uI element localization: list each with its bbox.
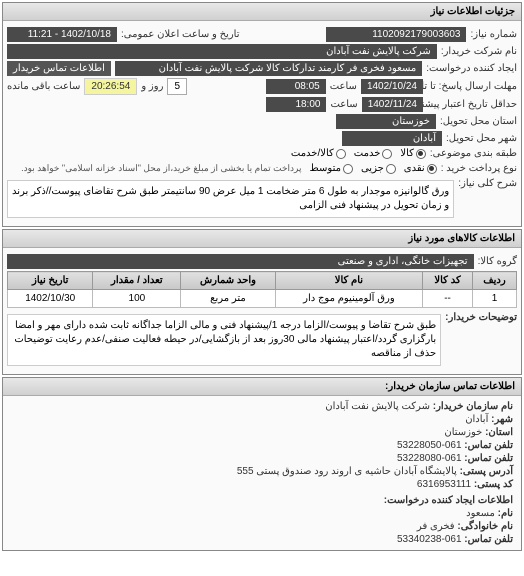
pkg-both-radio[interactable]: کالا/خدمت xyxy=(291,148,346,159)
col-date: تاریخ نیاز xyxy=(8,272,93,290)
pkg-goods-radio[interactable]: کالا xyxy=(400,148,426,159)
name-value: مسعود xyxy=(466,508,495,519)
goods-table: ردیف کد کالا نام کالا واحد شمارش تعداد /… xyxy=(7,271,517,308)
days-remain-field: 5 xyxy=(167,78,187,95)
need-details-panel: جزئیات اطلاعات نیاز شماره نیاز: 11020921… xyxy=(2,2,522,227)
col-row: ردیف xyxy=(472,272,516,290)
request-no-label: شماره نیاز: xyxy=(470,29,517,40)
ctel-value: 061-53340238 xyxy=(397,534,462,545)
validity-time-field: 18:00 xyxy=(266,97,326,112)
col-unit: واحد شمارش xyxy=(181,272,275,290)
province-field: خوزستان xyxy=(336,114,436,129)
goods-info-panel: اطلاعات کالاهای مورد نیاز گروه کالا: تجه… xyxy=(2,229,522,375)
cell-unit: متر مربع xyxy=(181,290,275,308)
keyword-label: شرح کلی نیاز: xyxy=(458,178,517,189)
col-code: کد کالا xyxy=(423,272,473,290)
days-label: روز و xyxy=(141,81,163,92)
pay-part-radio[interactable]: جزیی xyxy=(361,163,396,174)
pay-cash-radio[interactable]: نقدی xyxy=(404,163,437,174)
pay-note: پرداخت تمام یا بخشی از مبلغ خرید،از محل … xyxy=(17,161,305,176)
pay-mid-radio[interactable]: متوسط xyxy=(310,163,353,174)
tel-label: تلفن تماس: xyxy=(464,440,513,451)
table-header-row: ردیف کد کالا نام کالا واحد شمارش تعداد /… xyxy=(8,272,517,290)
city3-label: شهر: xyxy=(491,414,513,425)
city-label: شهر محل تحویل: xyxy=(446,133,517,144)
postcode-value: 6316953111 xyxy=(417,479,471,490)
remain-label: ساعت باقی مانده xyxy=(7,81,80,92)
remain-time-field: 20:26:54 xyxy=(84,78,137,95)
ctel-label: تلفن تماس: xyxy=(464,534,513,545)
city-field: آبادان xyxy=(342,131,442,146)
pkg-service-radio[interactable]: خدمت xyxy=(354,148,393,159)
col-name: نام کالا xyxy=(275,272,422,290)
addr-label: آدرس پستی: xyxy=(460,466,513,477)
requester-field: مسعود فخری فر کارمند تدارکات کالا شرکت پ… xyxy=(115,61,422,76)
panel3-header: اطلاعات تماس سازمان خریدار: xyxy=(3,378,521,396)
payment-label: نوع پرداخت خرید : xyxy=(441,163,517,174)
buyer-notes-box: طبق شرح تقاضا و پیوست/الزاما درجه 1/پیشن… xyxy=(7,314,441,366)
org-label: نام سازمان خریدار: xyxy=(433,401,513,412)
buyer-company-label: نام شرکت خریدار: xyxy=(441,46,517,57)
time-label-2: ساعت xyxy=(330,99,357,110)
panel2-header: اطلاعات کالاهای مورد نیاز xyxy=(3,230,521,248)
group-label: گروه کالا: xyxy=(478,256,517,267)
buyer-contact-panel: اطلاعات تماس سازمان خریدار: نام سازمان خ… xyxy=(2,377,522,551)
prov3-label: استان: xyxy=(485,427,513,438)
province-label: استان محل تحویل: xyxy=(440,116,517,127)
deadline-label: مهلت ارسال پاسخ: تا تاریخ xyxy=(427,81,517,92)
buyer-notes-label: توضیحات خریدار: xyxy=(445,312,517,323)
cell-date: 1402/10/30 xyxy=(8,290,93,308)
package-radio-group: کالا خدمت کالا/خدمت xyxy=(291,148,426,159)
cell-code: -- xyxy=(423,290,473,308)
postcode-label: کد پستی: xyxy=(474,479,513,490)
fax-value: 061-53228080 xyxy=(397,453,462,464)
package-label: طبقه بندی موضوعی: xyxy=(430,148,517,159)
keyword-box: ورق گالوانیزه موجدار به طول 6 متر ضخامت … xyxy=(7,180,454,218)
validity-label: حداقل تاریخ اعتبار پیشنهاد: تا تاریخ: xyxy=(427,99,517,110)
addr-value: پالایشگاه آبادان حاشیه ی اروند رود صندوق… xyxy=(237,466,457,477)
family-value: فخری فر xyxy=(417,521,455,532)
datetime-field: 1402/10/18 - 11:21 xyxy=(7,27,117,42)
table-row: 1 -- ورق آلومینیوم موج دار متر مربع 100 … xyxy=(8,290,517,308)
cell-row: 1 xyxy=(472,290,516,308)
city3-value: آبادان xyxy=(465,414,488,425)
buyer-company-field: شرکت پالایش نفت آبادان xyxy=(7,44,437,59)
requester-label: ایجاد کننده درخواست: xyxy=(426,63,517,74)
col-qty: تعداد / مقدار xyxy=(93,272,181,290)
prov3-value: خوزستان xyxy=(444,427,482,438)
family-label: نام خانوادگی: xyxy=(457,521,513,532)
validity-date-field: 1402/11/24 xyxy=(362,97,423,112)
buyer-contact-button[interactable]: اطلاعات تماس خریدار xyxy=(7,61,111,76)
panel1-header: جزئیات اطلاعات نیاز xyxy=(3,3,521,21)
deadline-time-field: 08:05 xyxy=(266,79,326,94)
org-value: شرکت پالایش نفت آبادان xyxy=(325,401,430,412)
cell-name: ورق آلومینیوم موج دار xyxy=(275,290,422,308)
payment-radio-group: نقدی جزیی متوسط xyxy=(310,163,437,174)
cell-qty: 100 xyxy=(93,290,181,308)
group-field: تجهیزات خانگی، اداری و صنعتی xyxy=(7,254,474,269)
datetime-label: تاریخ و ساعت اعلان عمومی: xyxy=(121,29,240,40)
request-no-field: 1102092179003603 xyxy=(326,27,466,42)
creator-title: اطلاعات ایجاد کننده درخواست: xyxy=(7,494,517,507)
tel-value: 061-53228050 xyxy=(397,440,462,451)
time-label-1: ساعت xyxy=(330,81,357,92)
fax-label: تلفن تماس: xyxy=(464,453,513,464)
deadline-date-field: 1402/10/24 xyxy=(361,79,423,94)
name-label: نام: xyxy=(498,508,513,519)
